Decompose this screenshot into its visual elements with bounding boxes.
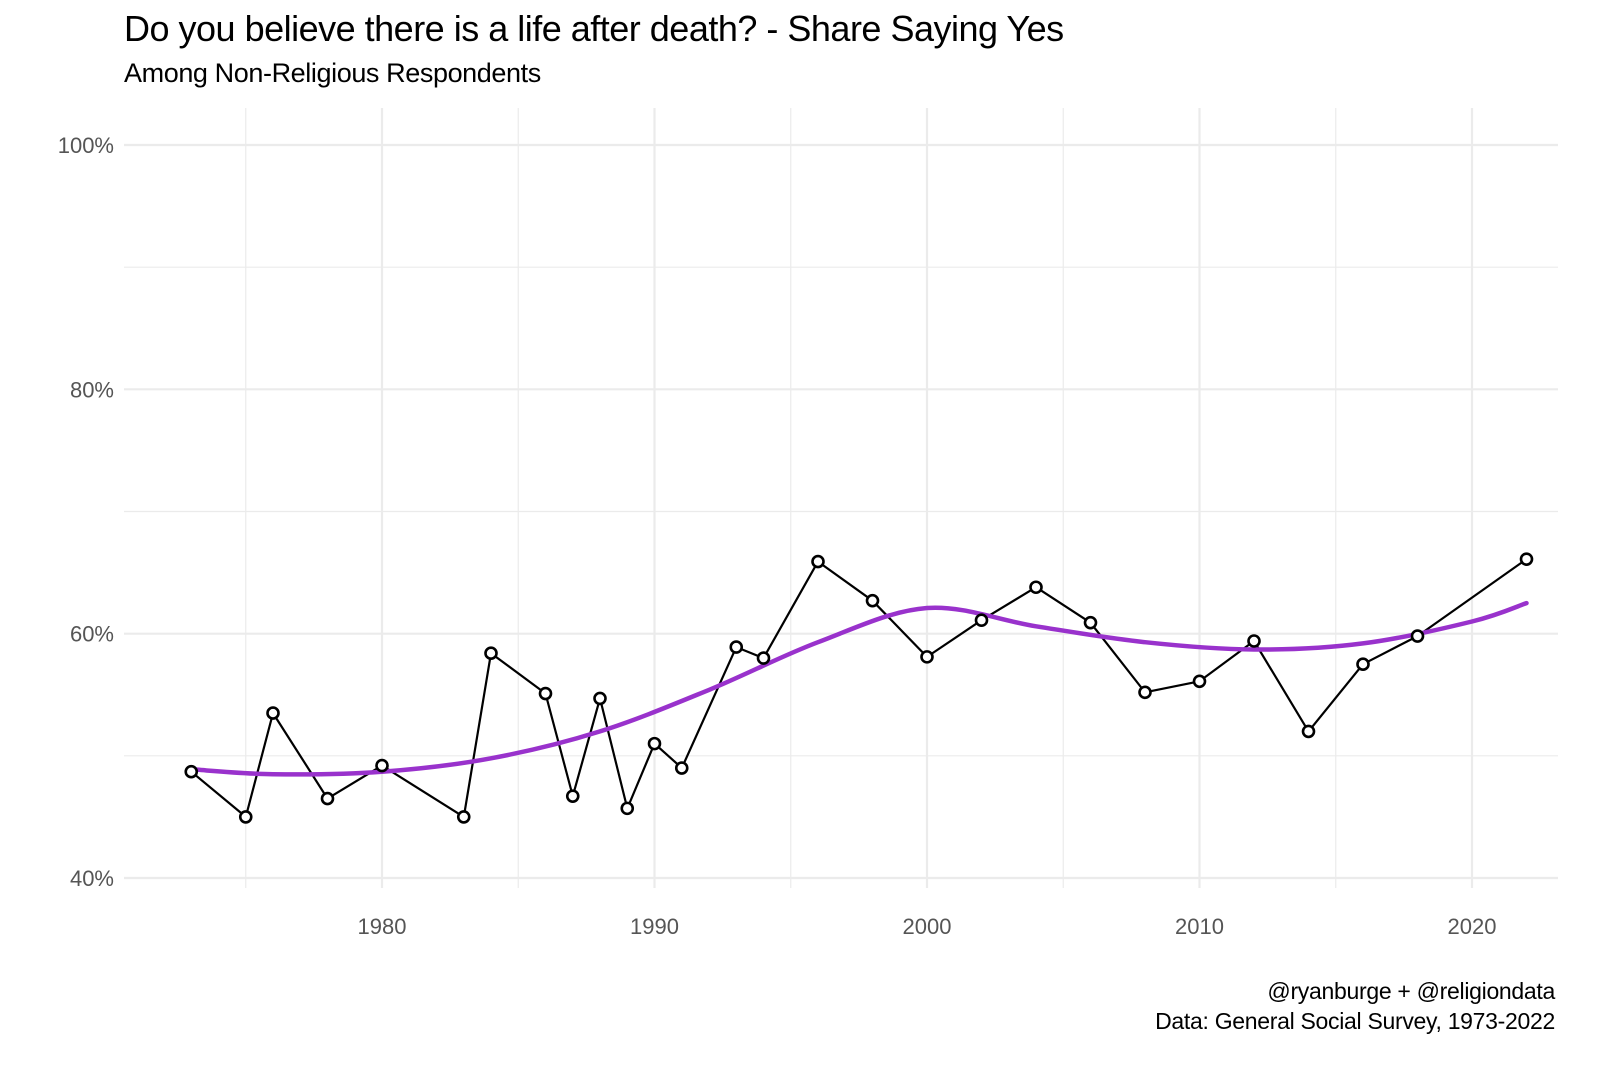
tick-labels: 1980 1990 2000 2010 2020 40% 60% 80% 100% [58,133,1497,939]
x-tick-label: 1990 [630,914,679,939]
data-point [1247,634,1261,648]
data-point [456,810,471,824]
data-point [1356,657,1370,672]
caption-credit: @ryanburge + @religiondata [1267,978,1555,1004]
data-point [1083,615,1098,630]
data-point [1029,580,1043,595]
data-point [1192,674,1207,689]
observed-series-line [190,558,1528,819]
data-point [865,593,880,608]
y-tick-label: 100% [58,133,114,158]
data-point [811,554,825,569]
data-point [729,640,744,654]
y-tick-label: 40% [70,866,114,891]
data-point [674,761,689,775]
data-layer [184,552,1534,824]
chart-title: Do you believe there is a life after dea… [124,8,1064,49]
y-tick-label: 80% [70,377,114,402]
x-tick-label: 2020 [1448,914,1497,939]
grid-layer [124,108,1558,888]
x-tick-label: 2010 [1175,914,1224,939]
data-point [375,758,389,773]
data-point [266,706,280,720]
data-point [484,646,498,661]
data-point [1138,685,1152,700]
data-point [320,791,335,806]
data-point [184,764,199,779]
x-tick-label: 1980 [358,914,407,939]
data-point [1410,629,1425,643]
data-point [565,789,580,803]
smoothed-trend-line [189,600,1529,777]
data-point [920,650,934,664]
data-point [538,686,553,701]
data-point [238,810,253,824]
data-point [974,613,989,628]
y-tick-label: 60% [70,622,114,647]
chart-subtitle: Among Non-Religious Respondents [124,58,541,88]
data-point [647,736,662,751]
data-point [756,651,771,665]
line-chart: 1980 1990 2000 2010 2020 40% 60% 80% 100% [58,108,1558,939]
data-point [1519,552,1534,566]
data-point [593,691,607,706]
data-point [620,801,635,816]
x-tick-label: 2000 [903,914,952,939]
caption-source: Data: General Social Survey, 1973-2022 [1155,1008,1555,1034]
data-point [1301,724,1316,739]
